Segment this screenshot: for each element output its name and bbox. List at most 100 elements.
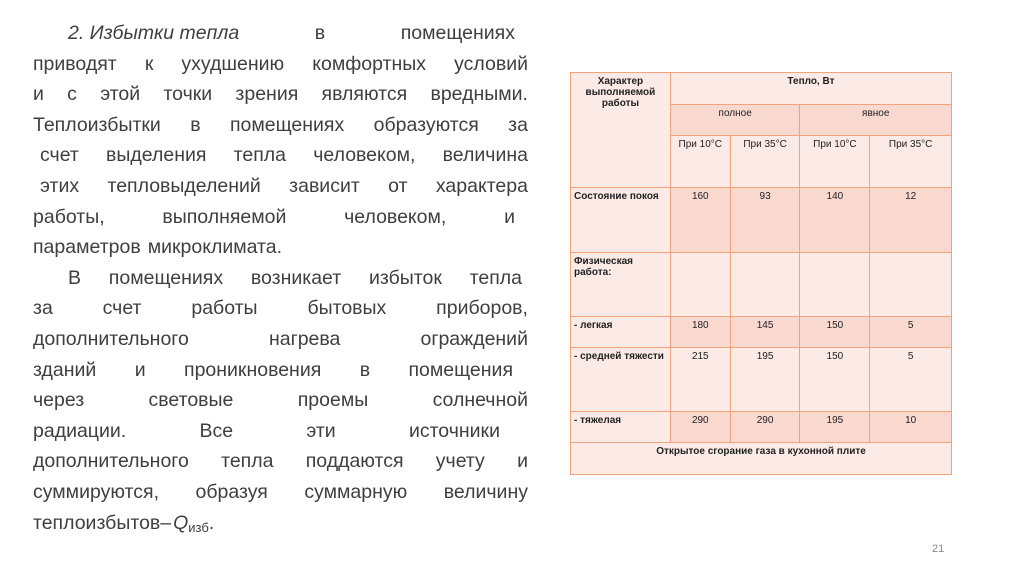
word: вредными. [430, 83, 528, 106]
word: солнечной [432, 389, 528, 412]
text-line: и с этой точки зрения являются вредными. [33, 79, 528, 109]
col-header-sensible: явное [799, 104, 952, 136]
word: условий [454, 52, 528, 75]
table-cell: 150 [799, 316, 871, 348]
word: эти [306, 419, 336, 442]
word: и [134, 358, 146, 381]
col-header-temp: При 10°С [799, 135, 871, 188]
word: в [314, 22, 326, 44]
table-cell: 290 [729, 411, 801, 443]
word: точки [163, 83, 213, 106]
table-row: Состояние покоя 160 93 140 12 [570, 187, 952, 253]
word: за [33, 297, 53, 320]
word: с [67, 83, 77, 106]
word: 2. Избытки тепла [68, 22, 240, 44]
text-line: приводят к ухудшению комфортных условий [33, 49, 528, 79]
table-cell: 145 [729, 316, 801, 348]
page-number: 21 [932, 543, 945, 555]
text-line: через световые проемы солнечной [33, 385, 528, 415]
word: учету [435, 450, 485, 473]
table-row: - средней тяжести 215 195 150 5 [570, 347, 952, 412]
text-line: за счет работы бытовых приборов, [33, 293, 528, 323]
row-label: - тяжелая [570, 411, 671, 443]
word: дополнительного [33, 328, 189, 350]
word: бытовых [307, 297, 387, 320]
word: параметров [33, 236, 141, 259]
row-label: - средней тяжести [570, 347, 671, 412]
col-header-temp: При 35°С [729, 135, 801, 188]
word: величину [443, 481, 528, 503]
word: и [504, 205, 515, 228]
word: нагрева [268, 328, 341, 350]
word: радиации. [33, 419, 127, 442]
word: величина [442, 144, 528, 167]
text-line: этих тепловыделений зависит от характера [40, 171, 528, 201]
table-row: - тяжелая 290 290 195 10 [570, 411, 952, 443]
table-cell: 195 [799, 411, 871, 443]
word: ухудшению [181, 52, 285, 75]
word: выполняемой [162, 205, 287, 228]
word: микроклимата. [147, 236, 283, 259]
word: работы, [33, 205, 105, 228]
word: характера [435, 175, 528, 197]
row-label: Состояние покоя [570, 187, 671, 253]
word: за [508, 113, 528, 136]
word: этой [100, 83, 141, 106]
table-cell [869, 252, 952, 317]
table-cell: 140 [799, 187, 871, 253]
text-line: Теплоизбытки в помещениях образуются за [33, 110, 528, 140]
q-formula: Qизб. [173, 508, 214, 538]
word: от [388, 175, 408, 197]
word: в [190, 113, 201, 136]
q-symbol: Q [173, 511, 189, 534]
table-cell [799, 252, 871, 317]
row-label: - легкая [570, 316, 671, 348]
word: возникает [250, 266, 342, 289]
table-cell: 5 [869, 347, 952, 412]
text-line: зданий и проникновения в помещения [33, 355, 513, 385]
word: тепла [221, 450, 274, 473]
word: являются [321, 83, 408, 106]
table-cell: 93 [729, 187, 801, 253]
word: помещениях [400, 22, 515, 44]
word: человеком, [344, 205, 447, 228]
word: работы [191, 297, 258, 320]
table-cell [669, 252, 731, 317]
word: Все [199, 419, 234, 442]
word: поддаются [305, 450, 404, 473]
word: и [33, 83, 44, 106]
col-header-temp: При 10°С [669, 135, 731, 188]
word: В [68, 266, 82, 289]
word: к [144, 52, 154, 75]
table-cell: 290 [669, 411, 731, 443]
text-line: дополнительного тепла поддаются учету и [33, 446, 528, 476]
word: этих [40, 175, 80, 197]
word: приводят [33, 52, 117, 75]
table-cell: 5 [869, 316, 952, 348]
table-cell: 180 [669, 316, 731, 348]
word: зданий [33, 358, 97, 381]
text-line: дополнительного нагрева ограждений [33, 324, 528, 354]
text-line: 2. Избытки тепла в помещениях [68, 18, 515, 48]
word: Теплоизбытки [33, 113, 161, 136]
table-row: Физическая работа: [570, 252, 952, 317]
word: счет [40, 144, 79, 167]
word: тепла [233, 144, 287, 167]
table-cell: 12 [869, 187, 952, 253]
col-header-work: Характер выполняемой работы [570, 72, 671, 188]
table-cell: 150 [799, 347, 871, 412]
col-header-full: полное [669, 104, 801, 136]
text-line: суммируются, образуя суммарную величину [33, 477, 528, 507]
row-label: Физическая работа: [570, 252, 671, 317]
col-header-temp: При 35°С [869, 135, 952, 188]
word: и [517, 450, 528, 473]
word: избыток [368, 266, 442, 289]
table-row: - легкая 180 145 150 5 [570, 316, 952, 348]
table-footer: Открытое сгорание газа в кухонной плите [570, 442, 952, 475]
word: зависит [289, 175, 360, 197]
word: помещениях [229, 113, 345, 136]
word: помещения [408, 358, 513, 381]
word: световые [148, 389, 234, 412]
word: зрения [235, 83, 299, 106]
